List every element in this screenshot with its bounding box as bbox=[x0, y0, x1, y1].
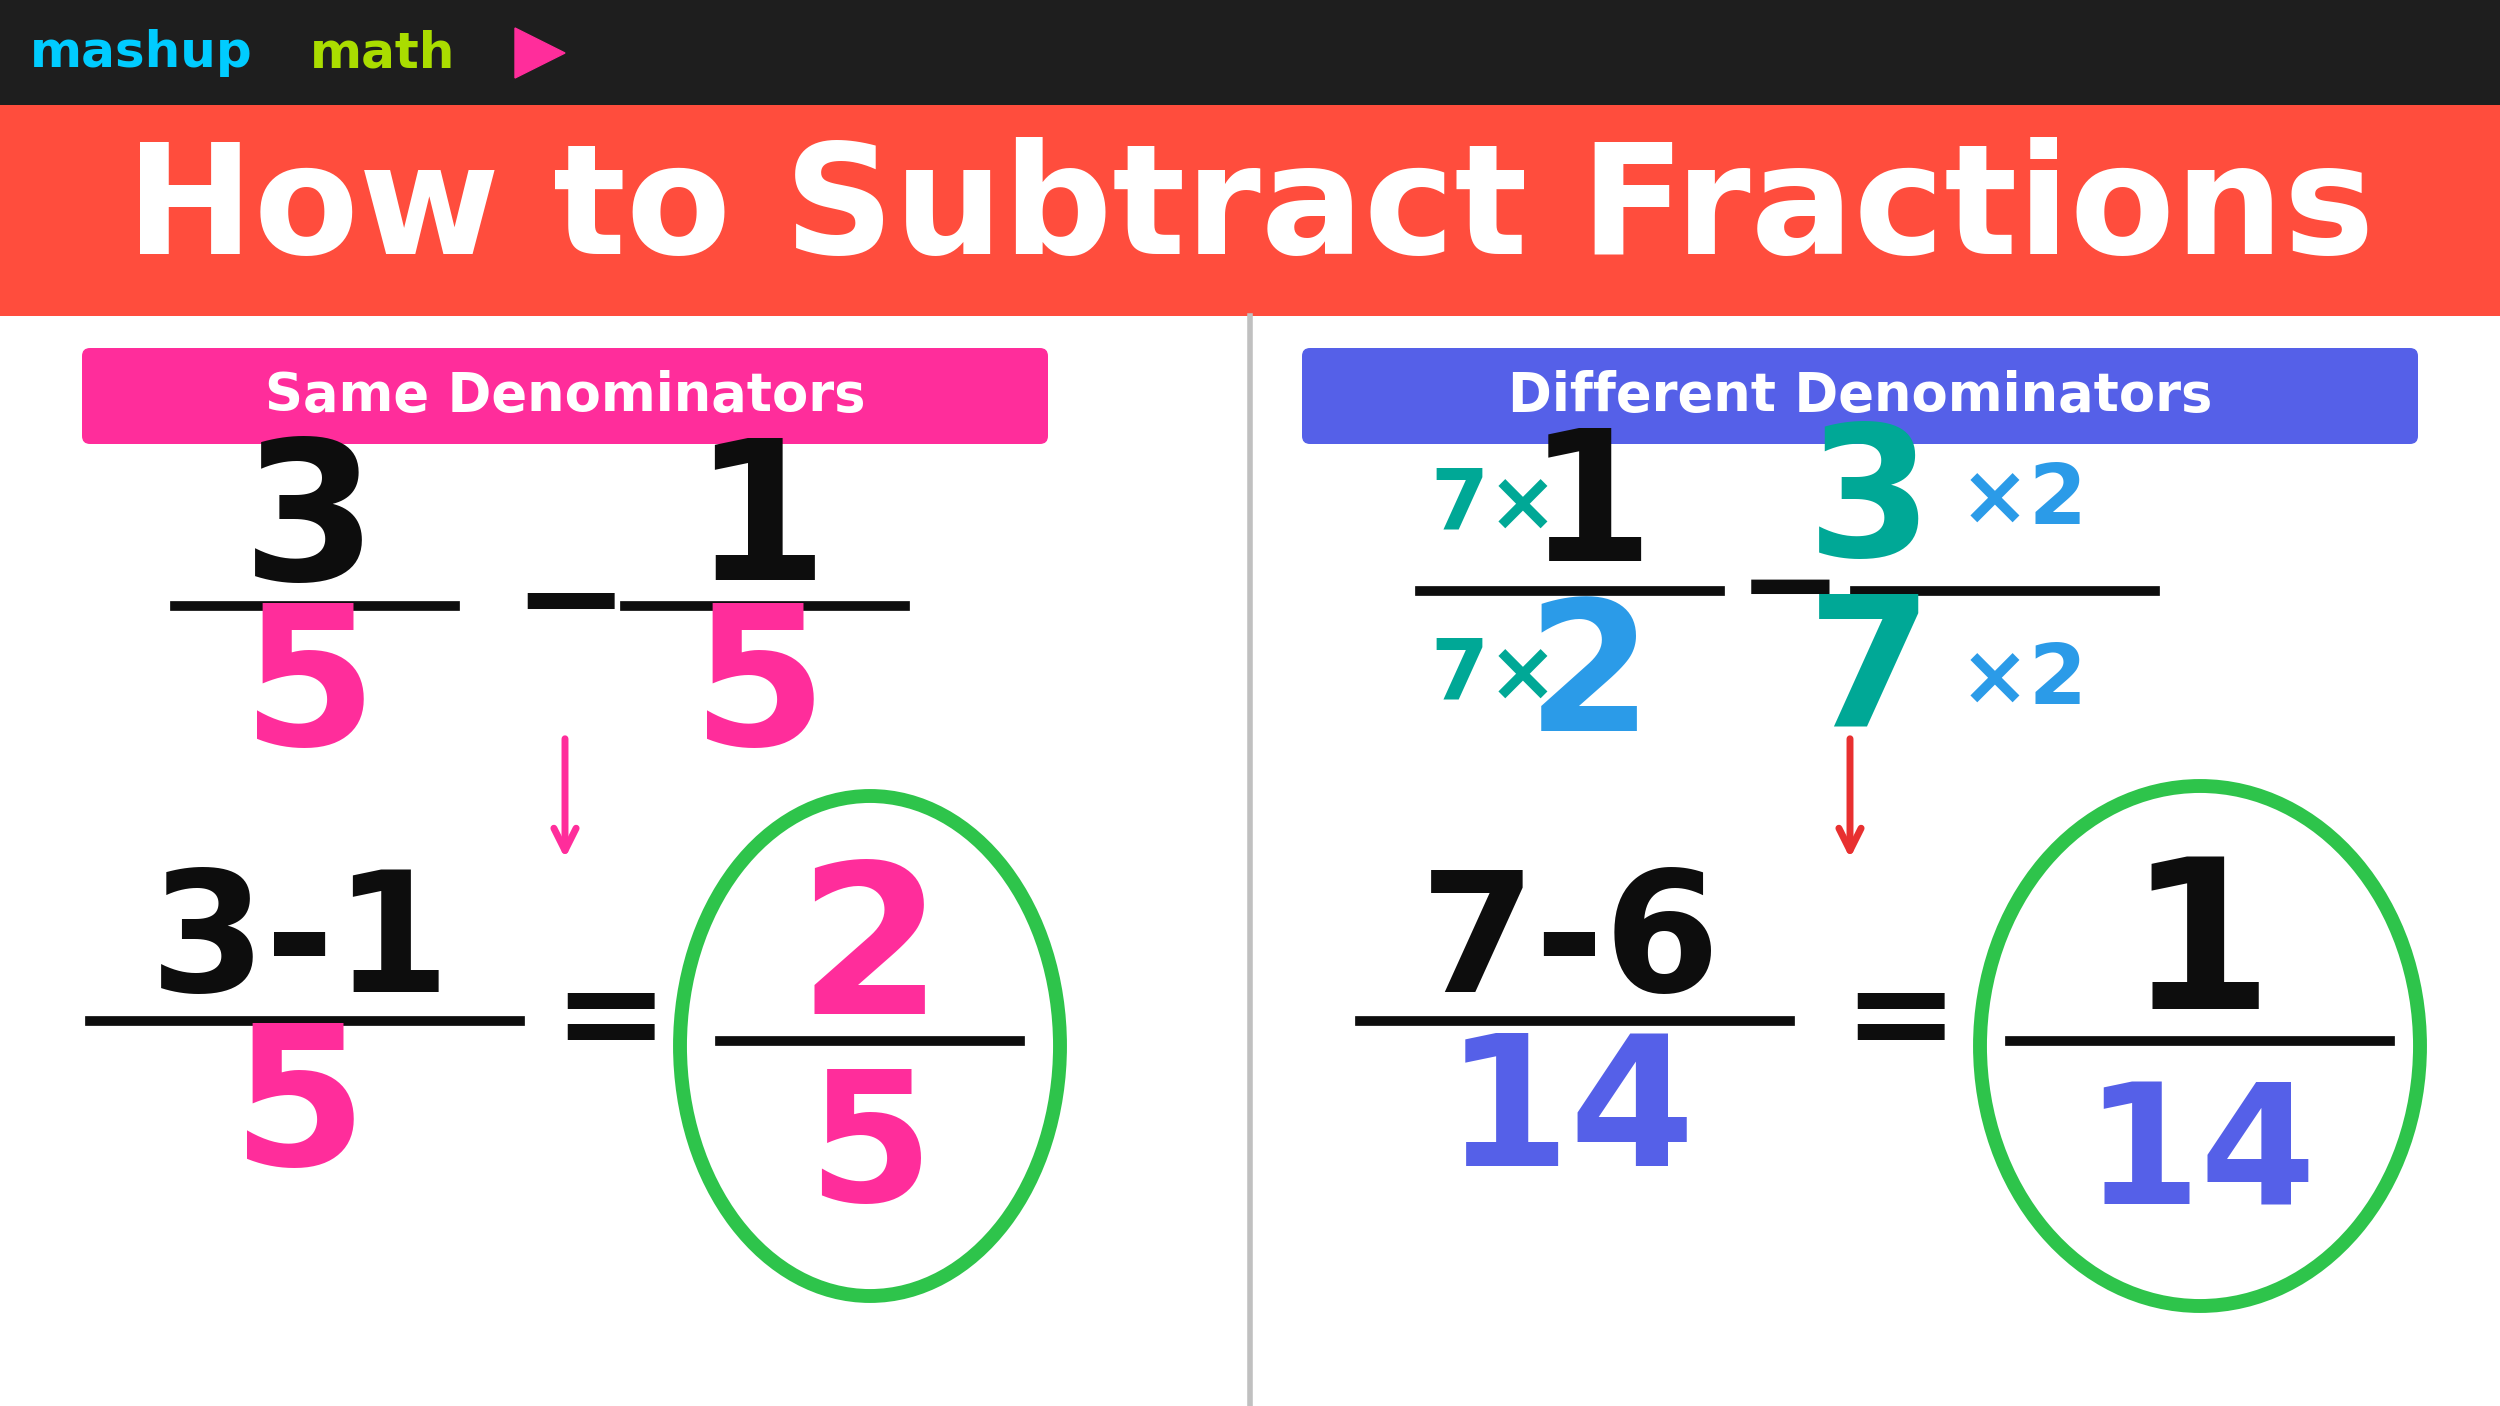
Text: 1: 1 bbox=[693, 432, 828, 620]
FancyBboxPatch shape bbox=[0, 0, 2500, 105]
Polygon shape bbox=[515, 28, 565, 77]
Text: 5: 5 bbox=[232, 1017, 368, 1205]
Text: 14: 14 bbox=[2085, 1077, 2315, 1240]
Text: 1: 1 bbox=[2128, 851, 2272, 1052]
Text: =: = bbox=[552, 953, 668, 1088]
Text: 7×: 7× bbox=[1430, 636, 1558, 717]
Text: mashup: mashup bbox=[30, 30, 253, 77]
Text: 2: 2 bbox=[1528, 593, 1652, 769]
Text: 2: 2 bbox=[798, 855, 942, 1057]
Text: 3: 3 bbox=[1808, 418, 1932, 593]
Text: 7×: 7× bbox=[1430, 465, 1558, 547]
Text: How to Subtract Fractions: How to Subtract Fractions bbox=[125, 136, 2375, 285]
Text: 1: 1 bbox=[1528, 423, 1652, 599]
Text: =: = bbox=[1842, 953, 1958, 1088]
Text: Different Denominators: Different Denominators bbox=[1508, 370, 2212, 422]
Text: 7: 7 bbox=[1808, 588, 1932, 763]
Text: −: − bbox=[1737, 530, 1842, 651]
Text: 5: 5 bbox=[808, 1063, 932, 1239]
Text: 3-1: 3-1 bbox=[150, 865, 450, 1028]
Text: Same Denominators: Same Denominators bbox=[265, 370, 865, 422]
Text: −: − bbox=[512, 538, 628, 673]
Text: 5: 5 bbox=[693, 598, 828, 785]
Text: 7-6: 7-6 bbox=[1420, 865, 1720, 1028]
Text: 14: 14 bbox=[1445, 1028, 1695, 1204]
FancyBboxPatch shape bbox=[0, 105, 2500, 316]
Text: ×2: ×2 bbox=[1960, 461, 2088, 541]
Text: ×2: ×2 bbox=[1960, 641, 2088, 721]
Text: math: math bbox=[310, 30, 455, 77]
FancyBboxPatch shape bbox=[1302, 349, 2418, 444]
FancyBboxPatch shape bbox=[82, 349, 1048, 444]
Text: 3: 3 bbox=[242, 432, 378, 620]
Text: 5: 5 bbox=[242, 598, 378, 785]
